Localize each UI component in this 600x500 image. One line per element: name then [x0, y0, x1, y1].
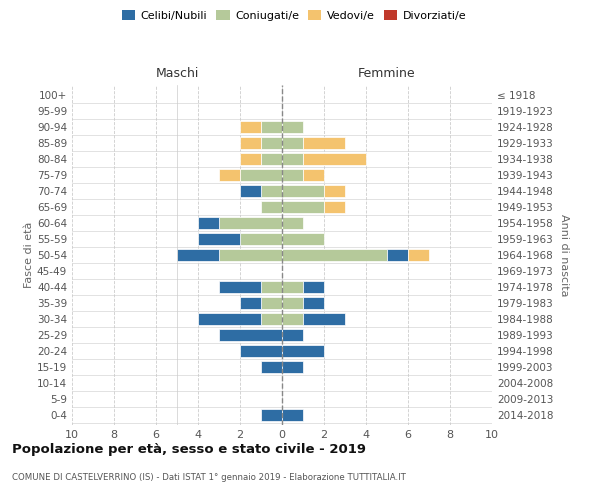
Bar: [261, 136, 282, 148]
Bar: [282, 120, 303, 132]
Bar: [282, 361, 303, 374]
Bar: [240, 185, 261, 197]
Bar: [282, 281, 303, 293]
Bar: [198, 233, 240, 245]
Bar: [261, 185, 282, 197]
Bar: [303, 169, 324, 181]
Text: Maschi: Maschi: [155, 67, 199, 80]
Y-axis label: Fasce di età: Fasce di età: [24, 222, 34, 288]
Bar: [282, 313, 303, 325]
Bar: [282, 233, 324, 245]
Y-axis label: Anni di nascita: Anni di nascita: [559, 214, 569, 296]
Bar: [261, 153, 282, 165]
Bar: [198, 217, 219, 229]
Bar: [303, 297, 324, 309]
Text: Femmine: Femmine: [358, 67, 416, 80]
Bar: [261, 361, 282, 374]
Bar: [282, 410, 303, 422]
Bar: [198, 313, 261, 325]
Bar: [219, 329, 282, 341]
Bar: [303, 153, 366, 165]
Bar: [261, 201, 282, 213]
Bar: [261, 410, 282, 422]
Bar: [282, 249, 387, 261]
Bar: [240, 120, 261, 132]
Bar: [282, 153, 303, 165]
Bar: [324, 185, 345, 197]
Bar: [177, 249, 219, 261]
Bar: [240, 297, 261, 309]
Bar: [219, 249, 282, 261]
Bar: [282, 169, 303, 181]
Legend: Celibi/Nubili, Coniugati/e, Vedovi/e, Divorziati/e: Celibi/Nubili, Coniugati/e, Vedovi/e, Di…: [118, 6, 470, 25]
Bar: [282, 136, 303, 148]
Bar: [324, 201, 345, 213]
Text: COMUNE DI CASTELVERRINO (IS) - Dati ISTAT 1° gennaio 2019 - Elaborazione TUTTITA: COMUNE DI CASTELVERRINO (IS) - Dati ISTA…: [12, 472, 406, 482]
Bar: [303, 281, 324, 293]
Bar: [240, 233, 282, 245]
Bar: [282, 217, 303, 229]
Bar: [219, 217, 282, 229]
Bar: [282, 201, 324, 213]
Bar: [408, 249, 429, 261]
Bar: [261, 313, 282, 325]
Bar: [261, 297, 282, 309]
Bar: [282, 329, 303, 341]
Bar: [282, 297, 303, 309]
Bar: [261, 281, 282, 293]
Bar: [261, 120, 282, 132]
Bar: [282, 345, 324, 357]
Bar: [219, 169, 240, 181]
Bar: [387, 249, 408, 261]
Bar: [240, 153, 261, 165]
Text: Popolazione per età, sesso e stato civile - 2019: Popolazione per età, sesso e stato civil…: [12, 442, 366, 456]
Bar: [303, 136, 345, 148]
Bar: [240, 136, 261, 148]
Bar: [303, 313, 345, 325]
Bar: [282, 185, 324, 197]
Bar: [219, 281, 261, 293]
Bar: [240, 169, 282, 181]
Bar: [240, 345, 282, 357]
